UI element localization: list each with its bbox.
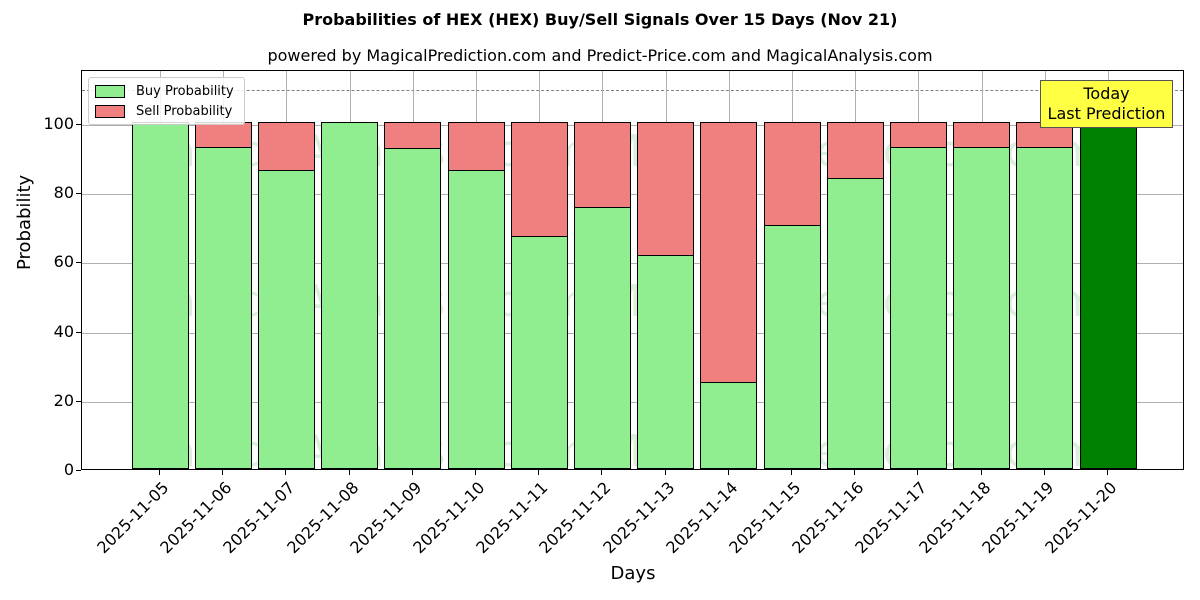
legend-item-sell: Sell Probability [95,103,232,119]
x-tick-mark [727,470,729,475]
y-tick-mark [76,124,81,125]
x-tick-mark [538,470,540,475]
bar-2025-11-12 [573,122,631,469]
buy-segment [447,170,505,469]
buy-segment [826,178,884,469]
sell-segment [257,122,315,172]
buy-segment [384,148,442,469]
bar-2025-11-10 [447,122,505,469]
sell-segment [700,122,758,383]
bar-2025-11-07 [257,122,315,469]
reference-line [82,90,1183,92]
annotation-line1: Today [1083,84,1130,103]
gridline-h [82,194,1183,196]
bar-2025-11-17 [889,122,947,469]
buy-segment [1016,147,1074,469]
bar-2025-11-08 [321,122,379,469]
buy-segment [953,147,1011,469]
x-tick-mark [348,470,350,475]
y-tick-mark [76,470,81,471]
legend-item-buy: Buy Probability [95,83,234,99]
gridline-h [82,332,1183,334]
gridline-h [82,125,1183,126]
sell-swatch-icon [95,104,125,118]
bar-2025-11-16 [826,122,884,469]
buy-segment [321,122,379,469]
y-tick-label: 80 [53,183,74,203]
bar-2025-11-20 [1079,122,1137,469]
bar-2025-11-09 [384,122,442,469]
x-tick-mark [980,470,982,475]
y-axis-label: Probability [14,174,35,270]
buy-segment [573,207,631,469]
bar-2025-11-14 [700,122,758,469]
y-tick-mark [76,400,81,402]
y-tick-label: 60 [53,252,74,272]
annotation-line2: Last Prediction [1047,104,1166,123]
x-tick-mark [411,470,413,475]
legend: Buy Probability Sell Probability [88,77,245,125]
x-tick-mark [222,470,224,475]
buy-segment [1079,122,1137,469]
sell-segment [889,122,947,149]
sell-segment [953,122,1011,149]
bar-2025-11-15 [763,122,821,469]
buy-segment [637,254,695,469]
today-annotation: Today Last Prediction [1040,80,1173,128]
buy-segment [194,146,252,469]
chart-title: Probabilities of HEX (HEX) Buy/Sell Sign… [302,10,898,29]
y-tick-mark [76,193,81,195]
gridline-h [82,263,1183,265]
x-tick-mark [1043,470,1045,475]
bar-2025-11-06 [194,122,252,469]
plot-area: MagicalAnalysis.comMagicalPrediction.com… [81,70,1184,470]
x-axis-label: Days [610,563,656,584]
x-tick-mark [159,470,160,475]
buy-segment [510,236,568,469]
sell-segment [384,122,442,150]
x-tick-mark [854,470,856,475]
bar-2025-11-13 [637,122,695,469]
bar-2025-11-19 [1016,122,1074,469]
buy-segment [257,170,315,469]
sell-segment [826,122,884,180]
bar-2025-11-18 [953,122,1011,469]
sell-segment [763,122,821,227]
sell-segment [447,122,505,172]
chart-subtitle: powered by MagicalPrediction.com and Pre… [267,46,933,65]
y-tick-mark [76,262,81,264]
y-tick-label: 20 [53,390,74,410]
buy-segment [131,122,189,469]
buy-segment [700,381,758,469]
x-tick-mark [664,470,666,475]
legend-buy-label: Buy Probability [136,83,234,99]
x-tick-mark [601,470,603,475]
y-tick-label: 0 [63,460,74,479]
x-tick-mark [475,470,476,475]
y-tick-label: 100 [43,114,74,133]
x-tick-mark [917,470,919,475]
x-tick-mark [791,470,792,475]
y-tick-mark [76,331,81,333]
bar-2025-11-05 [131,122,189,469]
legend-sell-label: Sell Probability [136,103,233,119]
y-tick-label: 40 [53,321,74,341]
buy-segment [763,225,821,469]
x-tick-mark [285,470,287,475]
sell-segment [637,122,695,256]
buy-segment [889,147,947,469]
bar-2025-11-11 [510,122,568,469]
gridline-h [82,401,1183,403]
sell-segment [194,122,252,148]
buy-swatch-icon [95,84,125,98]
x-tick-mark [1107,470,1108,475]
sell-segment [510,122,568,238]
sell-segment [573,122,631,209]
